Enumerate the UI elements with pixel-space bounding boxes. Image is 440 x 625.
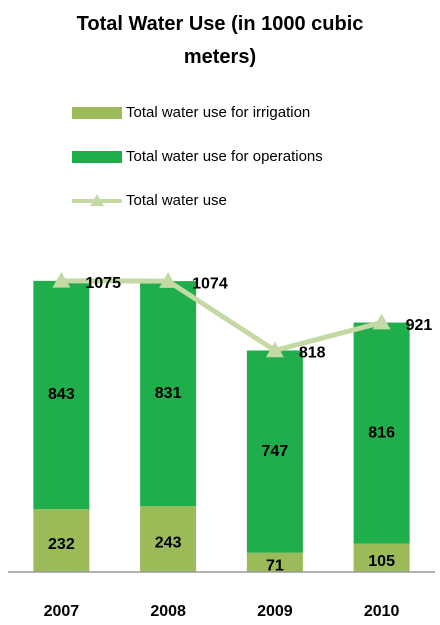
- x-tick-label: 2010: [364, 603, 400, 620]
- x-tick-label: 2008: [150, 603, 186, 620]
- bar-segment: [140, 506, 197, 572]
- legend-label: Total water use for irrigation: [126, 104, 310, 121]
- chart-title: Total Water Use (in 1000 cubic meters): [76, 13, 364, 68]
- total-line: [61, 278, 383, 354]
- data-label: 843: [48, 386, 75, 403]
- data-label: 816: [368, 424, 395, 441]
- line-marker: [372, 313, 391, 330]
- data-label: 921: [406, 317, 433, 334]
- legend-label: Total water use for operations: [126, 148, 323, 165]
- data-label: 1074: [192, 275, 228, 292]
- legend-label: Total water use: [126, 192, 227, 209]
- line-marker: [52, 271, 71, 288]
- data-label: 105: [368, 553, 395, 570]
- bar-segment: [353, 322, 410, 544]
- data-label: 747: [262, 443, 289, 460]
- bar-segment: [140, 281, 197, 507]
- data-label: 818: [299, 345, 326, 362]
- data-label: 243: [155, 534, 182, 551]
- bar-segment: [353, 543, 410, 572]
- legend-marker: [90, 194, 104, 207]
- data-label: 71: [266, 558, 284, 575]
- x-tick-label: 2007: [44, 603, 80, 620]
- data-label: 232: [48, 536, 75, 553]
- data-label: 1075: [85, 275, 121, 292]
- bar-segment: [246, 552, 303, 572]
- bar-segment: [33, 509, 90, 572]
- bar-segment: [33, 280, 90, 510]
- x-tick-label: 2009: [257, 603, 293, 620]
- line-marker: [265, 341, 284, 358]
- bar-segment: [246, 350, 303, 553]
- legend-swatch: [72, 151, 122, 163]
- legend-swatch: [72, 107, 122, 119]
- line-marker: [159, 272, 178, 288]
- data-label: 831: [155, 385, 182, 402]
